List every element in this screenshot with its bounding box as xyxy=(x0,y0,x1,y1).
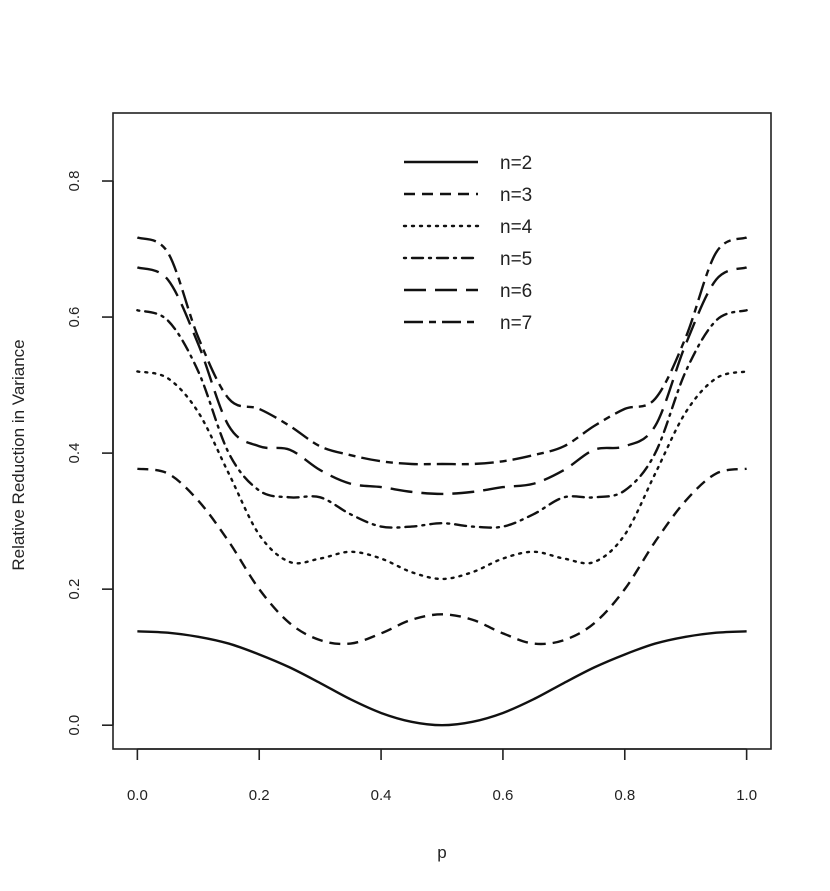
x-tick-label: 0.6 xyxy=(492,787,513,804)
y-tick-label: 0.0 xyxy=(66,715,83,736)
plot-frame xyxy=(112,112,772,750)
y-axis: 0.0 0.2 0.4 0.6 0.8 xyxy=(66,171,114,736)
x-tick-label: 0.0 xyxy=(127,787,148,804)
series-line-6 xyxy=(136,236,748,466)
series-line-3 xyxy=(136,370,748,581)
series-line-1 xyxy=(137,630,747,727)
x-tick-label: 0.4 xyxy=(371,787,392,804)
y-tick-label: 0.2 xyxy=(66,579,83,600)
legend-label: n=2 xyxy=(500,153,532,174)
legend: n=2 n=3 n=4 n=5 n=6 n=7 xyxy=(402,153,533,334)
x-axis-label: p xyxy=(437,843,446,862)
y-tick-label: 0.8 xyxy=(66,171,83,192)
y-tick-label: 0.4 xyxy=(66,443,83,464)
y-axis-label: Relative Reduction in Variance xyxy=(9,339,28,570)
legend-label: n=3 xyxy=(500,185,532,206)
legend-label: n=6 xyxy=(500,281,532,302)
legend-label: n=5 xyxy=(500,249,532,270)
legend-label: n=4 xyxy=(500,217,533,238)
x-tick-label: 0.2 xyxy=(249,787,270,804)
x-tick-label: 0.8 xyxy=(614,787,635,804)
series-layer xyxy=(136,236,748,727)
x-axis: 0.0 0.2 0.4 0.6 0.8 1.0 xyxy=(127,748,757,804)
series-line-4 xyxy=(136,309,748,529)
y-tick-label: 0.6 xyxy=(66,307,83,328)
series-line-2 xyxy=(137,467,747,646)
legend-label: n=7 xyxy=(500,313,532,334)
series-line-5 xyxy=(136,266,748,496)
x-tick-label: 1.0 xyxy=(736,787,757,804)
